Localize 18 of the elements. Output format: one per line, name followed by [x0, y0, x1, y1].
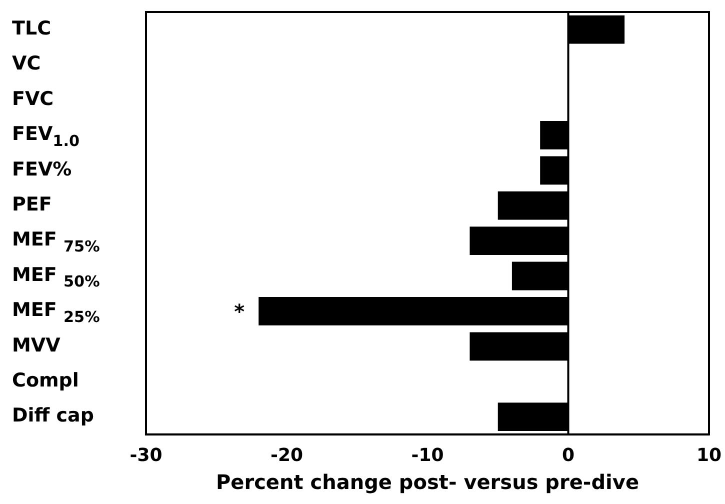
y-tick-label: VC	[12, 52, 41, 75]
y-tick-label: Compl	[12, 370, 79, 392]
x-tick-label: 10	[696, 444, 722, 466]
y-tick-label: MEF 25%	[12, 299, 100, 326]
y-tick-label: MEF 75%	[12, 228, 100, 256]
x-tick-label: 0	[562, 444, 575, 466]
x-tick-label: -30	[130, 444, 162, 466]
x-axis-title: Percent change post- versus pre-dive	[216, 470, 640, 494]
x-tick-label: -20	[270, 444, 304, 466]
y-tick-label: FEV%	[12, 158, 72, 180]
y-tick-label: MVV	[12, 334, 61, 356]
y-tick-label: PEF	[12, 194, 52, 216]
y-tick-label: TLC	[12, 18, 52, 40]
annotation: *	[234, 299, 246, 324]
y-tick-label: FVC	[12, 88, 54, 110]
x-tick-label: -10	[411, 444, 444, 466]
y-tick-label: MEF 50%	[12, 264, 100, 291]
y-tick-label: Diff cap	[12, 404, 94, 427]
